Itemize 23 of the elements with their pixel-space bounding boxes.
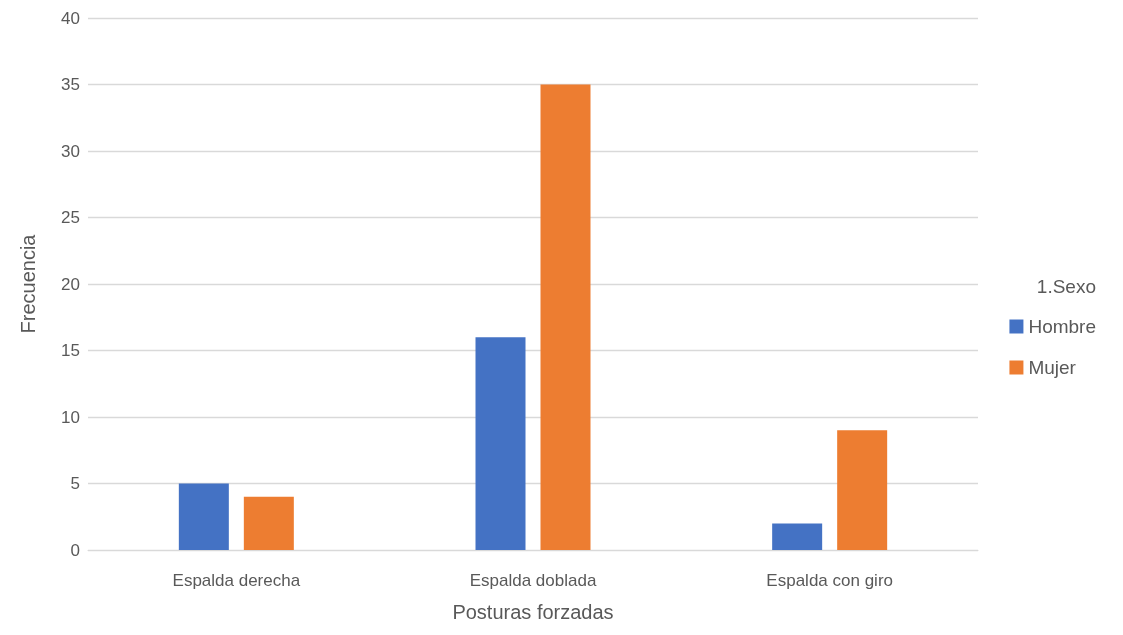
y-tick-label: 30 <box>61 141 80 161</box>
y-tick-label: 5 <box>70 474 80 493</box>
bar <box>772 523 823 550</box>
y-tick-label: 10 <box>61 407 80 427</box>
bar <box>540 84 591 550</box>
y-tick-label: 0 <box>70 540 80 560</box>
bar <box>243 496 294 550</box>
legend-label: Mujer <box>1028 357 1077 378</box>
bar <box>837 430 888 550</box>
y-tick-label: 40 <box>61 8 80 28</box>
x-tick-label: Espalda derecha <box>172 571 301 590</box>
x-tick-label: Espalda doblada <box>469 571 597 590</box>
bar <box>475 337 526 550</box>
y-tick-label: 15 <box>61 341 80 360</box>
bar <box>178 483 229 550</box>
y-tick-label: 25 <box>61 208 80 227</box>
y-tick-label: 20 <box>61 274 80 294</box>
y-tick-label: 35 <box>61 75 80 94</box>
x-axis-title: Posturas forzadas <box>452 601 614 623</box>
y-axis-title: Frecuencia <box>17 233 39 334</box>
legend-label: Hombre <box>1028 316 1096 337</box>
legend-title: 1.Sexo <box>1036 276 1096 297</box>
x-tick-label: Espalda con giro <box>766 571 893 590</box>
